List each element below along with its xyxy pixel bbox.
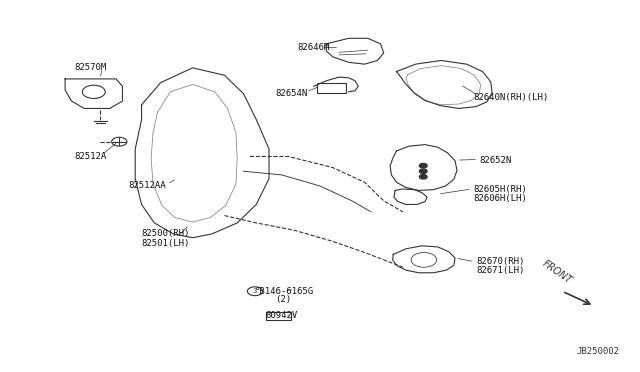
Text: 82652N: 82652N [479, 155, 511, 165]
Circle shape [419, 163, 427, 168]
Text: 82605H(RH): 82605H(RH) [473, 185, 527, 194]
Text: 82501(LH): 82501(LH) [141, 239, 190, 248]
Text: 82570M: 82570M [75, 63, 107, 72]
Text: 82671(LH): 82671(LH) [476, 266, 525, 275]
Text: 80942V: 80942V [266, 311, 298, 320]
Bar [317, 83, 346, 93]
Text: 82500(RH): 82500(RH) [141, 230, 190, 238]
Text: FRONT: FRONT [541, 259, 573, 286]
Text: 82640N(RH)(LH): 82640N(RH)(LH) [473, 93, 548, 102]
Text: 82512AA: 82512AA [129, 182, 166, 190]
Text: 82654N: 82654N [275, 89, 308, 98]
Text: 3: 3 [253, 288, 257, 294]
Text: 82646M: 82646M [298, 43, 330, 52]
Text: 82606H(LH): 82606H(LH) [473, 195, 527, 203]
Bar [266, 312, 291, 320]
Text: 82670(RH): 82670(RH) [476, 257, 525, 266]
Text: 82512A: 82512A [75, 152, 107, 161]
Text: JB250002: JB250002 [577, 347, 620, 356]
Circle shape [419, 169, 427, 173]
Text: °B146-6165G: °B146-6165G [255, 287, 314, 296]
Text: (2): (2) [275, 295, 291, 304]
Circle shape [419, 174, 427, 179]
